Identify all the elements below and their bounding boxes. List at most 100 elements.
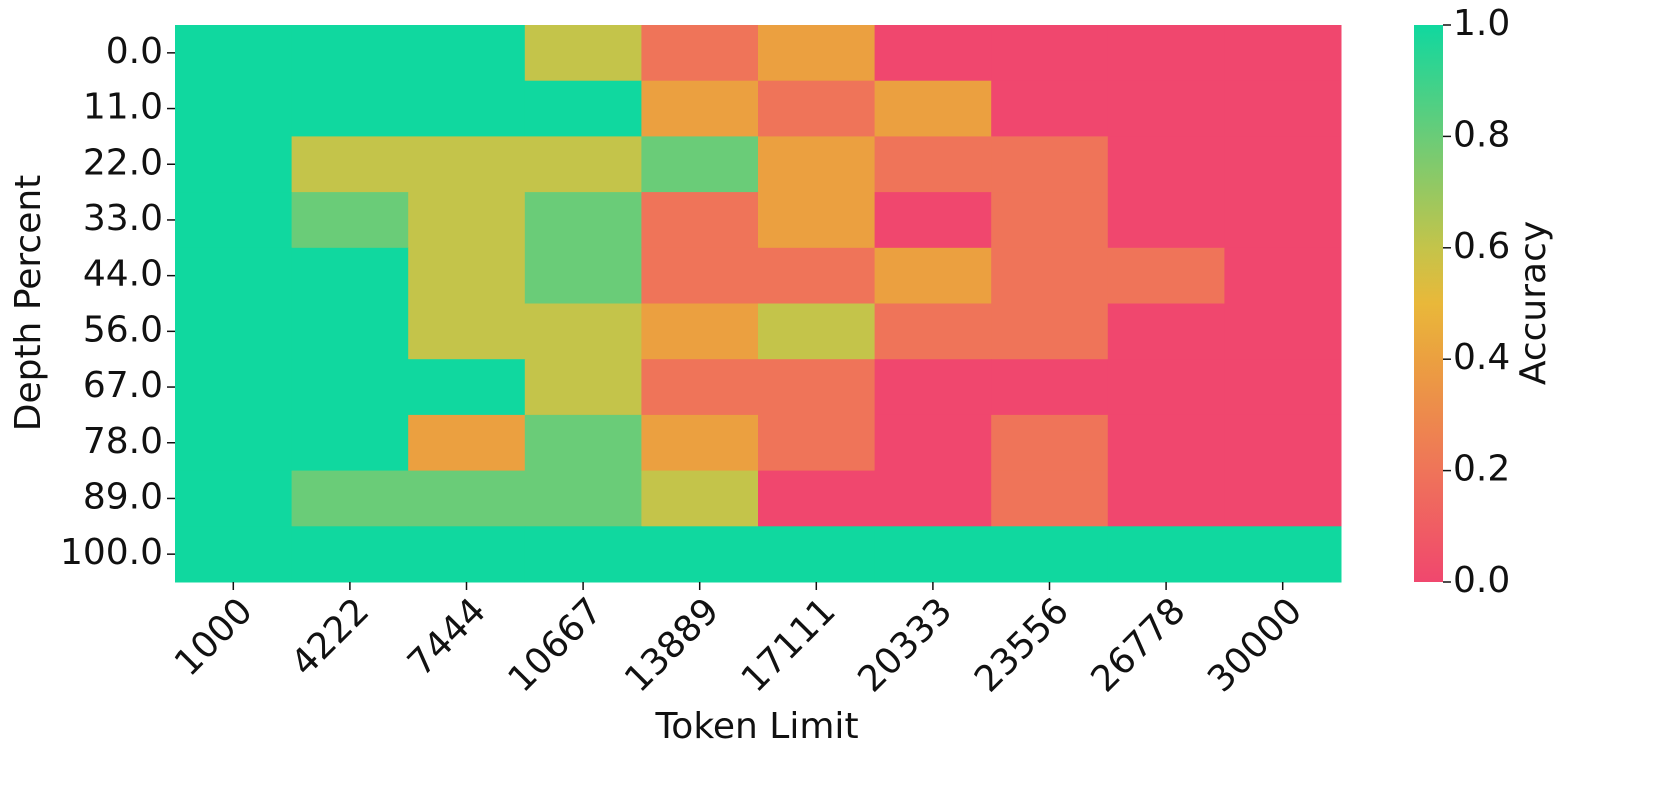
heatmap-cell (175, 247, 293, 304)
heatmap-cell (1224, 470, 1342, 527)
heatmap-cell (991, 359, 1109, 416)
y-tick-label: 33.0 (83, 198, 163, 239)
heatmap-cell (291, 470, 409, 527)
heatmap-cell (524, 303, 642, 360)
heatmap-cell (291, 25, 409, 82)
heatmap-cell (1224, 80, 1342, 137)
heatmap-cell (524, 80, 642, 137)
heatmap-cell (1224, 247, 1342, 304)
y-tick-label: 89.0 (83, 476, 163, 517)
colorbar-tick-label: 0.4 (1453, 337, 1510, 378)
x-tick-label: 30000 (1200, 590, 1310, 700)
heatmap-cell (408, 359, 526, 416)
y-tick-label: 11.0 (83, 87, 163, 128)
heatmap-cell (991, 192, 1109, 249)
heatmap-cell (641, 470, 759, 527)
heatmap-cell (408, 303, 526, 360)
heatmap-cell (758, 470, 876, 527)
heatmap-cell (524, 247, 642, 304)
heatmap-cell (874, 470, 992, 527)
heatmap-cell (408, 470, 526, 527)
colorbar-tick-label: 0.6 (1453, 226, 1510, 267)
heatmap-cell (758, 136, 876, 193)
colorbar-label: Accuracy (1513, 221, 1554, 385)
heatmap-cell (524, 414, 642, 472)
heatmap-cell (991, 526, 1109, 583)
x-tick-label: 10667 (501, 590, 611, 700)
heatmap-cell (758, 414, 876, 472)
colorbar-tick-label: 1.0 (1453, 3, 1510, 44)
heatmap-cell (874, 192, 992, 249)
heatmap-cell (1224, 359, 1342, 416)
heatmap-cell (874, 303, 992, 360)
heatmap-cell (1107, 303, 1225, 360)
heatmap-cell (291, 80, 409, 137)
colorbar-tick-label: 0.2 (1453, 449, 1510, 490)
heatmap-cell (1224, 25, 1342, 82)
x-tick-label: 4222 (284, 590, 378, 684)
heatmap-cell (991, 414, 1109, 472)
heatmap-cell (758, 526, 876, 583)
heatmap-cell (991, 470, 1109, 527)
heatmap-cell (991, 303, 1109, 360)
heatmap-cell (991, 136, 1109, 193)
heatmap-cell (874, 136, 992, 193)
heatmap-cell (524, 359, 642, 416)
heatmap-cell (291, 192, 409, 249)
heatmap-cell (641, 414, 759, 472)
heatmap-cell (291, 247, 409, 304)
heatmap-cell (874, 25, 992, 82)
heatmap-cell (408, 192, 526, 249)
heatmap-cell (175, 136, 293, 193)
heatmap-cell (758, 247, 876, 304)
heatmap-cell (408, 247, 526, 304)
heatmap-cell (641, 136, 759, 193)
heatmap-cell (641, 359, 759, 416)
heatmap-cell (291, 526, 409, 583)
heatmap-cell (1107, 526, 1225, 583)
heatmap-cell (524, 25, 642, 82)
x-axis-label: Token Limit (654, 706, 858, 747)
heatmap-cell (1107, 247, 1225, 304)
heatmap-cell (291, 136, 409, 193)
heatmap-cell (408, 136, 526, 193)
heatmap-cell (175, 80, 293, 137)
x-tick-label: 17111 (734, 590, 844, 700)
heatmap-cell (1107, 192, 1225, 249)
heatmap-cell (408, 25, 526, 82)
colorbar-tick-label: 0.0 (1453, 560, 1510, 601)
heatmap-cell (758, 359, 876, 416)
heatmap-cell (175, 526, 293, 583)
heatmap-cell (991, 25, 1109, 82)
heatmap-cell (874, 526, 992, 583)
heatmap-cell (524, 470, 642, 527)
y-tick-label: 100.0 (60, 532, 163, 573)
heatmap-cell (175, 192, 293, 249)
heatmap-cell (641, 25, 759, 82)
colorbar-tick-label: 0.8 (1453, 114, 1510, 155)
y-tick-label: 0.0 (106, 31, 163, 72)
heatmap-cell (991, 80, 1109, 137)
heatmap-cell (991, 247, 1109, 304)
heatmap-cell (641, 247, 759, 304)
heatmap-cell (524, 526, 642, 583)
y-tick-label: 56.0 (83, 309, 163, 350)
y-tick-label: 78.0 (83, 421, 163, 462)
heatmap-cell (524, 192, 642, 249)
x-tick-label: 1000 (167, 590, 261, 684)
heatmap-cell (641, 526, 759, 583)
colorbar (1414, 25, 1443, 582)
heatmap-cell (1107, 80, 1225, 137)
heatmap-cell (874, 359, 992, 416)
heatmap-cell (408, 80, 526, 137)
heatmap-cell (1107, 414, 1225, 472)
heatmap-cell (524, 136, 642, 193)
heatmap-cell (175, 303, 293, 360)
heatmap-cell (874, 414, 992, 472)
heatmap-cell (1224, 526, 1342, 583)
heatmap-cell (1224, 414, 1342, 472)
x-tick-label: 23556 (967, 590, 1077, 700)
heatmap-cell (1107, 136, 1225, 193)
heatmap-cell (641, 192, 759, 249)
